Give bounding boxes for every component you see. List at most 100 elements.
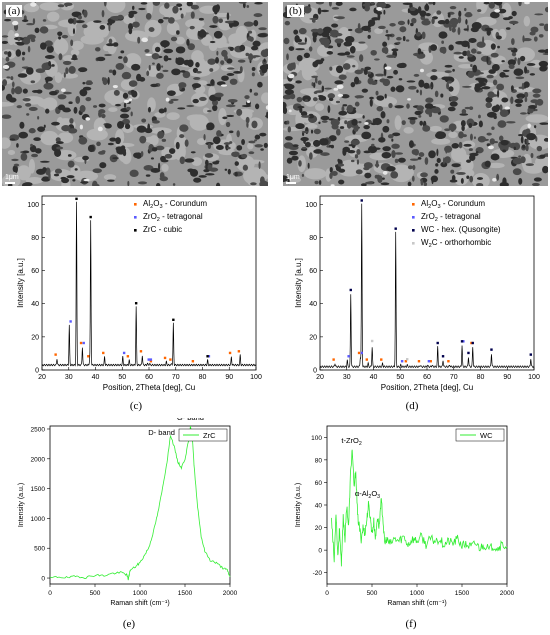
y-tick-label: 1000 xyxy=(31,516,46,523)
y-tick-label: 0 xyxy=(318,548,322,555)
sem-texture-a xyxy=(2,2,268,186)
raman-chart-e: 0 500 1000 1500 2000 0 500 1000 1500 2000 2500 Rama… xyxy=(18,418,238,607)
caption-e: (e) xyxy=(122,618,136,630)
x-tick-label: 500 xyxy=(367,590,378,597)
phase-marker xyxy=(429,360,432,363)
legend-marker xyxy=(412,203,415,206)
phase-marker xyxy=(332,358,335,361)
phase-marker xyxy=(89,215,92,219)
phase-marker xyxy=(447,360,450,363)
phase-marker xyxy=(75,197,78,201)
x-tick-label: 50 xyxy=(396,374,404,381)
legend-marker xyxy=(134,203,137,206)
y-axis-label: Intensity (a.u.) xyxy=(295,483,302,527)
x-tick-label: 20 xyxy=(38,374,46,381)
caption-f: (f) xyxy=(405,618,417,630)
y-tick-label: 100 xyxy=(311,435,322,442)
y-tick-label: 40 xyxy=(315,503,323,510)
x-tick-label: 40 xyxy=(92,374,100,381)
y-tick-label: 0 xyxy=(41,576,45,583)
phase-marker xyxy=(490,348,493,351)
x-tick-label: 40 xyxy=(370,374,378,381)
phase-marker xyxy=(147,358,150,361)
peak-annotation: α-Al2​O3​ xyxy=(355,489,380,500)
phase-marker xyxy=(380,358,383,361)
x-tick-label: 90 xyxy=(503,374,511,381)
y-axis-label: Intensity [a.u.] xyxy=(294,258,303,308)
phase-marker xyxy=(357,351,361,355)
phase-marker xyxy=(54,353,57,356)
legend-box xyxy=(178,428,228,442)
legend-entry: ZrC - cubic xyxy=(143,225,182,234)
phase-marker xyxy=(149,358,153,361)
spectrum-line xyxy=(331,449,508,567)
y-tick-label: 60 xyxy=(31,268,39,275)
y-tick-label: 0 xyxy=(313,368,317,375)
scale-label-a: 1μm xyxy=(5,174,19,181)
legend-entry: WC - hex. (Qusongite) xyxy=(421,225,501,234)
phase-marker xyxy=(172,318,175,321)
x-tick-label: 30 xyxy=(65,374,73,381)
phase-marker xyxy=(349,288,352,292)
y-axis-label: Intensity [a.u.] xyxy=(16,258,25,308)
plot-frame xyxy=(326,425,508,585)
y-tick-label: 100 xyxy=(305,202,317,209)
sem-label-b: (b) xyxy=(287,5,304,17)
y-tick-label: 60 xyxy=(309,268,317,275)
y-axis-label: Intensity (a.u.) xyxy=(18,483,25,527)
scale-label-b: 1μm xyxy=(286,174,300,181)
y-tick-label: 20 xyxy=(315,525,323,532)
x-tick-label: 60 xyxy=(423,374,431,381)
phase-marker xyxy=(365,358,369,361)
phase-marker xyxy=(406,358,409,361)
y-tick-label: 40 xyxy=(309,301,317,308)
caption-c: (c) xyxy=(129,400,143,412)
sem-image-a: (a) 1μm xyxy=(2,2,268,186)
sem-image-b: (b) 1μm xyxy=(283,2,548,186)
y-tick-label: 0 xyxy=(35,368,39,375)
x-tick-label: 1000 xyxy=(410,590,425,597)
legend-box xyxy=(455,428,505,442)
phase-marker xyxy=(370,339,374,343)
y-tick-label: 20 xyxy=(309,334,317,341)
x-axis-label: Position, 2Theta [deg], Cu xyxy=(103,383,196,392)
phase-marker xyxy=(460,340,464,343)
x-tick-label: 2000 xyxy=(500,590,515,597)
x-tick-label: 80 xyxy=(477,374,485,381)
raman-chart-f: 0 500 1000 1500 2000 -20 0 20 40 60 80 100 Raman shi… xyxy=(295,425,515,607)
phase-marker xyxy=(471,341,474,345)
phase-marker xyxy=(470,341,473,345)
phase-marker xyxy=(191,360,195,363)
legend-entry: Al2​O3​ - Corundum xyxy=(143,199,207,210)
caption-d: (d) xyxy=(405,400,419,412)
phase-marker xyxy=(82,341,85,345)
phase-marker xyxy=(206,355,209,358)
phase-marker xyxy=(102,351,105,355)
x-tick-label: 20 xyxy=(316,374,324,381)
y-tick-label: 500 xyxy=(34,546,45,553)
legend-entry: Al2​O3​ - Corundum xyxy=(421,199,485,210)
xrd-chart-c: 20 30 40 50 60 70 80 90 100020406080100Position,… xyxy=(16,195,262,392)
plot-frame xyxy=(41,195,257,371)
phase-marker xyxy=(149,360,153,363)
x-axis-label: Raman shift (cm⁻¹) xyxy=(110,600,169,607)
phase-marker xyxy=(347,355,350,358)
phase-marker xyxy=(139,350,143,353)
legend-marker xyxy=(134,216,137,219)
x-tick-label: 90 xyxy=(225,374,233,381)
phase-marker xyxy=(207,355,211,358)
legend-entry: ZrO2​ - tetragonal xyxy=(421,212,481,223)
peak-annotation: t-ZrO2​ xyxy=(341,436,362,447)
x-tick-label: 1500 xyxy=(178,590,193,597)
peak-annotation: G- band xyxy=(177,418,204,422)
x-tick-label: 2000 xyxy=(223,590,238,597)
pattern-line xyxy=(41,201,257,367)
xrd-chart-d: 20 30 40 50 60 70 80 90 100020406080100Position,… xyxy=(294,195,540,392)
legend-entry: WC xyxy=(480,431,493,440)
phase-marker xyxy=(126,355,130,358)
y-tick-label: 60 xyxy=(315,480,323,487)
y-tick-label: 2000 xyxy=(31,456,46,463)
x-tick-label: 1500 xyxy=(455,590,470,597)
legend-marker xyxy=(412,216,415,219)
x-tick-label: 60 xyxy=(145,374,153,381)
